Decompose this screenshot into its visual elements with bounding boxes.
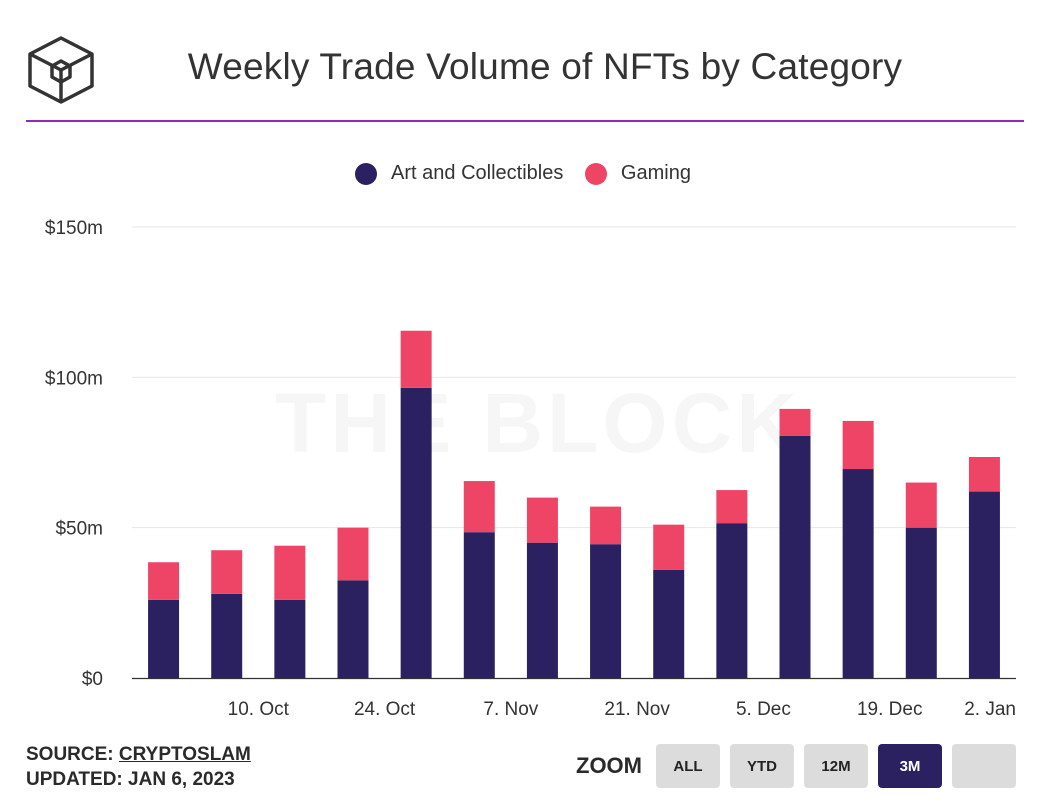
bar-gaming bbox=[526, 497, 558, 543]
chart-title: Weekly Trade Volume of NFTs by Category bbox=[187, 46, 903, 87]
x-tick-label: 24. Oct bbox=[354, 699, 416, 720]
source-info: SOURCE: CRYPTOSLAM UPDATED: JAN 6, 2023 bbox=[26, 742, 251, 792]
bar-art-and-collectibles bbox=[905, 527, 937, 678]
bar-gaming bbox=[968, 457, 1000, 492]
zoom-ytd-button[interactable]: YTD bbox=[730, 744, 794, 788]
bar-art-and-collectibles bbox=[842, 469, 874, 678]
bar-art-and-collectibles bbox=[211, 593, 243, 678]
bar-art-and-collectibles bbox=[526, 542, 558, 678]
bar-gaming bbox=[590, 506, 622, 545]
bar-art-and-collectibles bbox=[716, 523, 748, 678]
y-tick-label: $0 bbox=[82, 669, 103, 690]
bar-gaming bbox=[400, 330, 432, 388]
bar-gaming bbox=[842, 420, 874, 470]
x-tick-label: 19. Dec bbox=[857, 699, 922, 720]
x-tick-label: 21. Nov bbox=[604, 699, 670, 720]
bar-art-and-collectibles bbox=[400, 387, 432, 678]
y-tick-label: $100m bbox=[45, 368, 103, 389]
bar-gaming bbox=[211, 550, 243, 594]
x-tick-label: 7. Nov bbox=[483, 699, 538, 720]
chart-legend: Art and Collectibles Gaming bbox=[0, 162, 1046, 191]
bar-art-and-collectibles bbox=[968, 491, 1000, 678]
y-tick-label: $150m bbox=[45, 218, 103, 239]
y-tick-label: $50m bbox=[55, 519, 103, 540]
x-tick-label: 5. Dec bbox=[736, 699, 791, 720]
bar-art-and-collectibles bbox=[148, 599, 180, 678]
bar-gaming bbox=[337, 527, 369, 581]
updated-label: UPDATED: bbox=[26, 769, 123, 790]
zoom-extra-button[interactable] bbox=[952, 744, 1016, 788]
header-divider bbox=[26, 120, 1024, 122]
bar-gaming bbox=[905, 482, 937, 528]
bar-gaming bbox=[716, 490, 748, 524]
legend-item-gaming[interactable]: Gaming bbox=[584, 162, 691, 185]
bar-art-and-collectibles bbox=[274, 599, 306, 678]
source-label: SOURCE: bbox=[26, 744, 114, 765]
legend-label-gaming: Gaming bbox=[620, 162, 691, 184]
bar-gaming bbox=[779, 408, 811, 436]
bar-gaming bbox=[463, 481, 495, 533]
bar-art-and-collectibles bbox=[653, 569, 685, 678]
legend-item-art-and-collectibles[interactable]: Art and Collectibles bbox=[355, 162, 563, 185]
chart-plot-area: $0 $50m $100m $150m 10. Oct 24. Oct 7. Nov 21. … bbox=[45, 218, 1016, 720]
bar-art-and-collectibles bbox=[590, 544, 622, 678]
zoom-label: ZOOM bbox=[576, 753, 642, 778]
bar-art-and-collectibles bbox=[337, 580, 369, 678]
bar-art-and-collectibles bbox=[779, 435, 811, 678]
bar-gaming bbox=[653, 524, 685, 570]
x-tick-label: 10. Oct bbox=[228, 699, 290, 720]
updated-date: JAN 6, 2023 bbox=[128, 769, 235, 790]
bar-gaming bbox=[148, 562, 180, 600]
legend-label-art: Art and Collectibles bbox=[391, 162, 564, 184]
bar-art-and-collectibles bbox=[463, 532, 495, 678]
chart-header: Weekly Trade Volume of NFTs by Category bbox=[0, 0, 1046, 124]
zoom-button-group: ALL YTD 12M 3M bbox=[656, 744, 1016, 788]
zoom-3m-button[interactable]: 3M bbox=[878, 744, 942, 788]
zoom-all-button[interactable]: ALL bbox=[656, 744, 720, 788]
x-tick-label: 2. Jan bbox=[964, 699, 1016, 720]
legend-swatch-art bbox=[355, 162, 378, 185]
zoom-12m-button[interactable]: 12M bbox=[804, 744, 868, 788]
source-link[interactable]: CRYPTOSLAM bbox=[118, 744, 251, 765]
bar-gaming bbox=[274, 545, 306, 600]
the-block-cube-logo-icon bbox=[28, 36, 94, 104]
legend-swatch-gaming bbox=[584, 162, 607, 185]
